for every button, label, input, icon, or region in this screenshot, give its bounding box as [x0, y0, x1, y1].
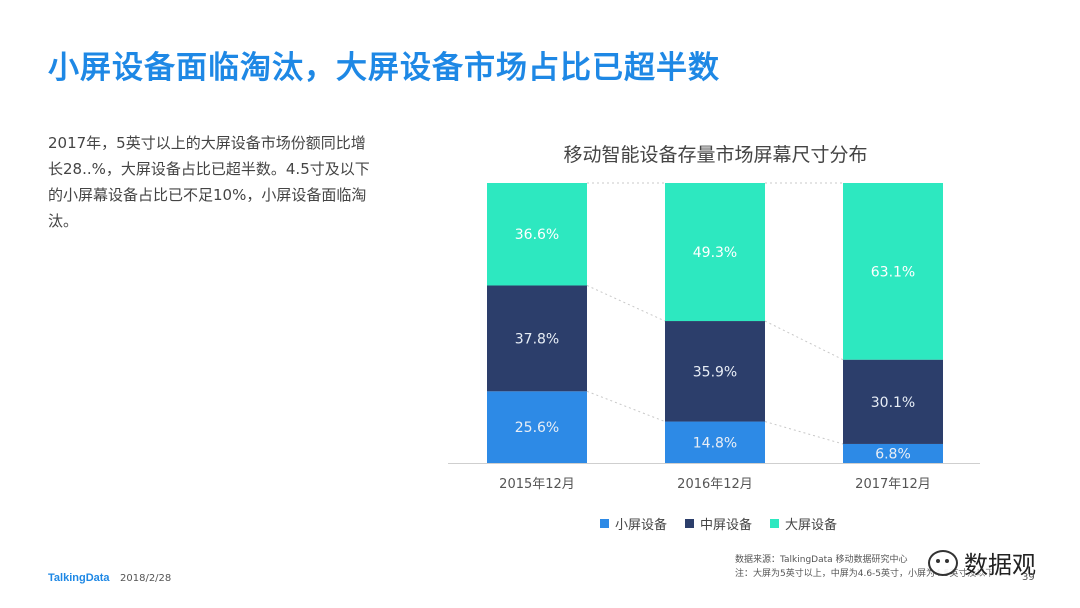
chart-title: 移动智能设备存量市场屏幕尺寸分布 — [563, 144, 868, 166]
bar-large-1 — [487, 183, 587, 286]
data-label: 35.9% — [693, 364, 737, 380]
bar-medium-2 — [665, 321, 765, 422]
page-number: 39 — [1022, 572, 1035, 583]
legend-label-large: 大屏设备 — [785, 517, 838, 533]
bar-large-2 — [665, 183, 765, 322]
report-date: 2018/2/28 — [120, 573, 172, 584]
connector-line — [764, 320, 844, 361]
slide-body-text: 2017年，5英寸以上的大屏设备市场份额同比增长28..%，大屏设备占比已超半数… — [48, 134, 370, 230]
data-source-note: 数据来源：TalkingData 移动数据研究中心 注：大屏为5英寸以上，中屏为… — [735, 553, 1035, 581]
bar-medium-1 — [487, 285, 587, 392]
data-label: 37.8% — [515, 331, 559, 347]
x-tick-label: 2015年12月 — [499, 477, 575, 492]
legend-item-large: 大屏设备 — [770, 514, 837, 533]
bar-medium-3 — [843, 359, 943, 444]
watermark-text: 数据观 — [964, 551, 1036, 579]
data-label: 36.6% — [515, 227, 559, 243]
legend-label-medium: 中屏设备 — [700, 517, 753, 533]
data-label: 63.1% — [871, 264, 915, 280]
legend-item-medium: 中屏设备 — [685, 514, 752, 533]
legend-swatch-medium — [685, 518, 695, 528]
legend-item-small: 小屏设备 — [600, 514, 667, 533]
talkingdata-logo: TalkingData — [48, 572, 110, 584]
bar-small-2 — [665, 421, 765, 463]
data-label: 30.1% — [871, 395, 915, 411]
connector-line — [586, 390, 666, 423]
bar-small-3 — [843, 443, 943, 463]
data-source-line: 数据来源：TalkingData 移动数据研究中心 — [735, 555, 908, 565]
connector-line — [764, 421, 844, 445]
footnote-line: 注：大屏为5英寸以上，中屏为4.6-5英寸，小屏为4.5英寸及以下 — [735, 569, 995, 579]
connector-line — [586, 285, 666, 322]
data-label: 25.6% — [515, 420, 559, 436]
legend-label-small: 小屏设备 — [615, 517, 668, 533]
data-label: 49.3% — [693, 245, 737, 261]
data-label: 14.8% — [693, 435, 737, 451]
chart-legend: 小屏设备 中屏设备 大屏设备 — [600, 513, 837, 533]
data-label: 6.8% — [875, 446, 911, 462]
x-tick-label: 2016年12月 — [677, 477, 753, 492]
bar-large-3 — [843, 183, 943, 360]
wechat-icon — [928, 549, 958, 576]
slide-title: 小屏设备面临淘汰，大屏设备市场占比已超半数 — [48, 50, 720, 86]
x-tick-label: 2017年12月 — [855, 477, 931, 492]
watermark: 数据观 — [928, 545, 1036, 580]
legend-swatch-large — [770, 518, 780, 528]
bar-small-1 — [487, 391, 587, 463]
legend-swatch-small — [600, 518, 609, 528]
